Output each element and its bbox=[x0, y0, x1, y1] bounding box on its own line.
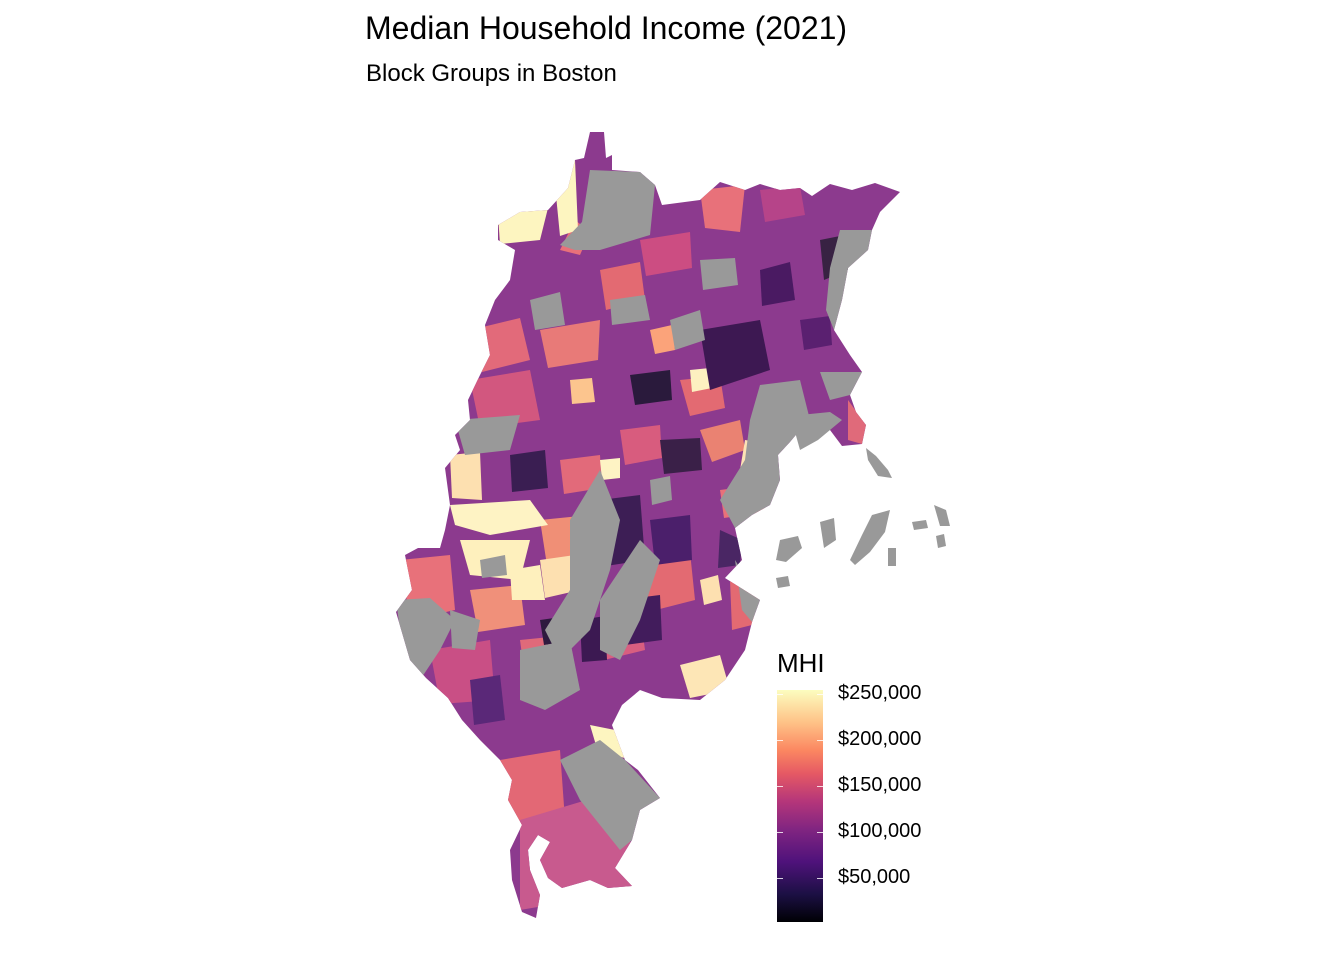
legend-tick-label: $200,000 bbox=[838, 728, 922, 750]
island bbox=[888, 548, 896, 566]
block-group bbox=[630, 370, 672, 405]
block-group bbox=[470, 585, 525, 632]
island bbox=[850, 510, 890, 565]
block-group-no-data bbox=[450, 610, 480, 650]
map-subtitle: Block Groups in Boston bbox=[366, 60, 617, 87]
legend-tick-mark bbox=[777, 786, 783, 787]
block-group bbox=[700, 320, 770, 390]
map-title: Median Household Income (2021) bbox=[365, 10, 848, 46]
block-group bbox=[500, 750, 565, 830]
block-group bbox=[640, 232, 692, 276]
block-group bbox=[800, 316, 832, 350]
island bbox=[795, 412, 842, 450]
block-group bbox=[600, 458, 620, 480]
block-group bbox=[650, 515, 692, 565]
island bbox=[934, 505, 950, 526]
legend-tick-mark bbox=[817, 832, 823, 833]
block-group bbox=[470, 370, 540, 428]
legend-tick-mark bbox=[817, 694, 823, 695]
block-group-no-data bbox=[720, 380, 810, 528]
island bbox=[912, 520, 928, 530]
island bbox=[776, 576, 790, 588]
legend-tick-mark bbox=[817, 878, 823, 879]
block-group-no-data bbox=[530, 292, 565, 330]
block-group-no-data bbox=[455, 415, 520, 455]
block-group-no-data bbox=[826, 230, 872, 330]
block-group-no-data bbox=[650, 476, 672, 505]
block-group-no-data bbox=[545, 470, 620, 660]
block-group bbox=[760, 186, 805, 222]
legend-tick-mark bbox=[777, 694, 783, 695]
island bbox=[866, 448, 892, 478]
legend-tick-mark bbox=[817, 786, 823, 787]
block-group-no-data bbox=[670, 310, 705, 350]
legend-tick-mark bbox=[817, 740, 823, 741]
legend-title: MHI bbox=[777, 648, 825, 678]
block-group bbox=[470, 675, 505, 725]
block-group-no-data bbox=[820, 372, 862, 400]
legend-tick-mark bbox=[777, 740, 783, 741]
block-group bbox=[760, 262, 795, 306]
legend-tick-label: $250,000 bbox=[838, 682, 922, 704]
block-group bbox=[510, 450, 548, 492]
block-group bbox=[450, 452, 482, 500]
block-group bbox=[620, 425, 662, 465]
block-group bbox=[450, 500, 548, 535]
block-group bbox=[848, 400, 866, 444]
block-group-no-data bbox=[520, 640, 580, 710]
legend-tick-label: $100,000 bbox=[838, 820, 922, 842]
legend-color-bar bbox=[777, 690, 823, 922]
block-groups bbox=[396, 160, 872, 910]
block-group-no-data bbox=[700, 258, 738, 290]
block-group-no-data bbox=[600, 540, 660, 660]
block-group bbox=[650, 325, 675, 354]
legend-tick-mark bbox=[777, 832, 783, 833]
block-group bbox=[690, 368, 712, 392]
legend-tick-mark bbox=[777, 878, 783, 879]
block-group-no-data bbox=[560, 740, 660, 850]
block-group-no-data bbox=[396, 598, 455, 680]
island bbox=[936, 534, 946, 548]
block-group bbox=[510, 565, 545, 600]
block-group bbox=[540, 320, 600, 368]
block-group bbox=[718, 530, 742, 568]
block-group-no-data bbox=[610, 295, 650, 325]
legend-tick-label: $50,000 bbox=[838, 866, 911, 888]
island bbox=[820, 518, 836, 548]
legend-tick-label: $150,000 bbox=[838, 774, 922, 796]
block-group bbox=[700, 185, 745, 232]
block-group-no-data bbox=[480, 555, 507, 578]
block-group bbox=[570, 378, 595, 404]
harbor-islands bbox=[776, 412, 950, 588]
block-group-no-data bbox=[560, 170, 655, 250]
block-group bbox=[700, 575, 722, 605]
block-group bbox=[660, 438, 702, 474]
block-group bbox=[700, 420, 745, 462]
island bbox=[776, 536, 802, 562]
